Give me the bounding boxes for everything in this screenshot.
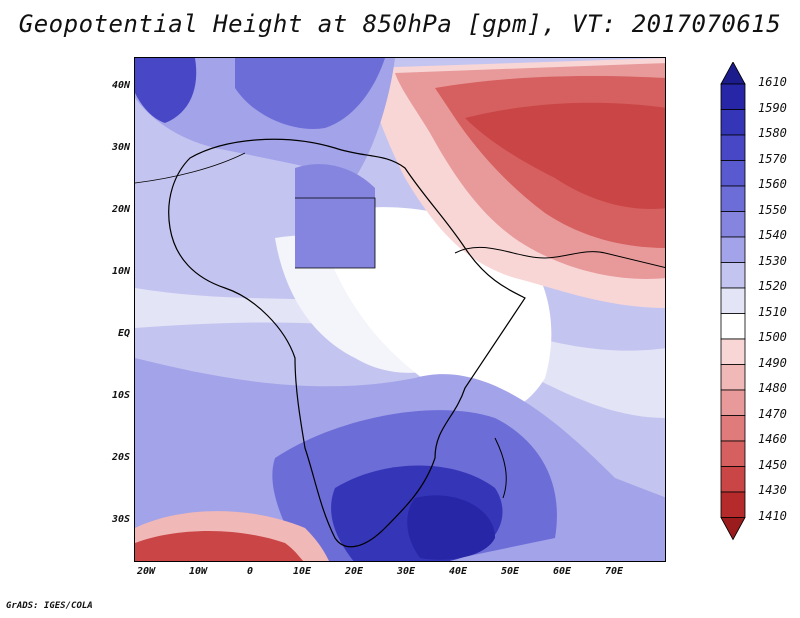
field-mideast-deep [465, 102, 665, 209]
lon-label-20w: 20W [136, 566, 156, 577]
map-plot-area [134, 57, 666, 562]
lon-label-0: 0 [246, 566, 254, 577]
colorbar-swatch [720, 338, 746, 365]
colorbar-swatch [720, 491, 746, 518]
colorbar-label: 1500 [758, 330, 787, 344]
lon-label-50e: 50E [500, 566, 520, 577]
lon-label-10w: 10W [188, 566, 208, 577]
colorbar-label: 1470 [758, 406, 787, 421]
colorbar-swatch [720, 83, 746, 110]
colorbar-swatch [720, 287, 746, 314]
colorbar-label: 1430 [758, 483, 787, 497]
lat-label-eq: EQ [117, 328, 130, 339]
lat-label-30n: 30N [111, 142, 130, 153]
colorbar-label: 1560 [758, 177, 787, 191]
colorbar-label: 1580 [758, 126, 787, 140]
lon-label-30e: 30E [396, 566, 416, 577]
lon-label-40e: 40E [448, 566, 468, 577]
lat-label-10s: 10S [111, 390, 130, 401]
lat-label-10n: 10N [111, 266, 130, 277]
arabia-coastline [454, 246, 665, 269]
lat-label-30s: 30S [111, 514, 130, 525]
field-band-light [135, 288, 665, 418]
madagascar-outline [494, 437, 507, 499]
field-atlantic-dark [135, 58, 197, 123]
field-south-atlantic-red [135, 531, 304, 561]
colorbar-label: 1570 [758, 151, 787, 166]
map-title: Geopotential Height at 850hPa [gpm], VT:… [18, 10, 782, 38]
field-indian-ocean-dark [407, 495, 495, 560]
grads-credit: GrADS: IGES/COLA [6, 601, 93, 611]
colorbar-swatch [720, 211, 746, 238]
colorbar-label: 1590 [758, 100, 787, 115]
colorbar-label: 1460 [758, 432, 787, 446]
geopotential-field [135, 58, 665, 561]
field-med-blue [235, 58, 385, 129]
field-egypt-blue [295, 164, 375, 268]
colorbar-swatch [720, 313, 746, 340]
border-line-2 [295, 197, 376, 269]
colorbar-top-arrow [720, 62, 746, 85]
colorbar-label: 1410 [758, 508, 787, 523]
lon-label-60e: 60E [552, 566, 572, 577]
colorbar-label: 1540 [758, 228, 787, 242]
colorbar-label: 1520 [758, 279, 787, 293]
colorbar-label: 1450 [758, 457, 787, 472]
colorbar-label: 1550 [758, 202, 787, 217]
colorbar-swatch [720, 134, 746, 161]
lat-label-40n: 40N [111, 80, 130, 91]
colorbar-swatch [720, 160, 746, 187]
colorbar-label: 1610 [758, 75, 787, 89]
colorbar-label: 1530 [758, 253, 787, 268]
colorbar-label: 1480 [758, 381, 787, 395]
colorbar-swatch [720, 236, 746, 263]
colorbar-bottom-arrow [720, 517, 746, 541]
lat-label-20n: 20N [111, 204, 130, 215]
colorbar-label: 1490 [758, 355, 787, 370]
lon-label-20e: 20E [344, 566, 364, 577]
colorbar [720, 62, 746, 541]
africa-coastline [168, 138, 526, 548]
colorbar-swatch [720, 185, 746, 212]
colorbar-swatch [720, 262, 746, 289]
colorbar-swatch [720, 109, 746, 136]
lon-label-10e: 10E [292, 566, 312, 577]
colorbar-swatch [720, 466, 746, 493]
colorbar-swatch [720, 389, 746, 416]
colorbar-swatch [720, 415, 746, 442]
border-line-1 [135, 152, 246, 184]
colorbar-swatch [720, 440, 746, 467]
lon-label-70e: 70E [604, 566, 624, 577]
colorbar-swatch [720, 364, 746, 391]
colorbar-label: 1510 [758, 304, 787, 319]
lat-label-20s: 20S [111, 452, 130, 463]
